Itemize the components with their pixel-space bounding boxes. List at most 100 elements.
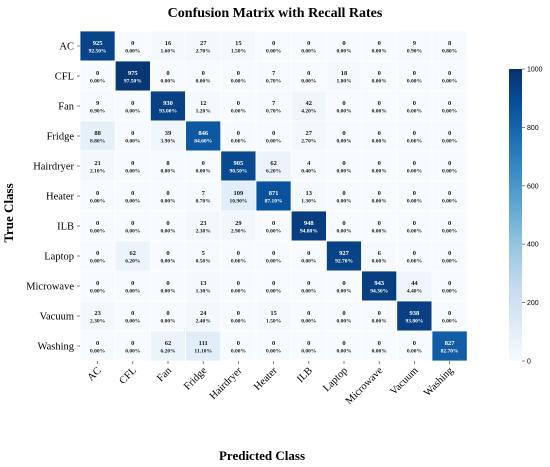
cell-percentage-label: 92.50% [89,49,107,55]
heatmap-cell [361,120,398,152]
cell-count-label: 0 [448,130,451,137]
heatmap-cell [290,270,327,302]
cell-percentage-label: 2.10% [90,169,105,175]
cell-count-label: 0 [448,100,451,107]
cell-percentage-label: 0.70% [266,79,281,85]
cell-count-label: 6 [378,250,382,257]
cell-percentage-label: 0.00% [301,319,316,325]
cell-count-label: 846 [198,130,209,137]
cell-percentage-label: 0.00% [266,349,281,355]
x-tick-label: Laptop [321,365,350,394]
cell-count-label: 0 [413,130,416,137]
heatmap-cell [361,270,398,302]
cell-percentage-label: 0.00% [407,139,422,145]
cell-percentage-label: 1.80% [336,79,351,85]
colorbar-tick-label: 200 [527,300,539,307]
colorbar-tick-label: 1000 [527,67,543,74]
cell-percentage-label: 0.40% [301,169,316,175]
x-tick-label: ILB [295,365,315,385]
cell-percentage-label: 1.30% [301,199,316,205]
heatmap-cell [149,330,186,362]
cell-count-label: 0 [131,160,134,167]
heatmap-cell [361,330,398,362]
heatmap-cell [114,330,151,362]
cell-count-label: 0 [166,70,169,77]
cell-count-label: 0 [166,310,169,317]
cell-percentage-label: 0.00% [442,289,457,295]
heatmap-cell [220,210,257,242]
heatmap-cell [431,210,468,242]
cell-count-label: 0 [307,340,310,347]
y-tick-label: ILB [57,222,74,233]
heatmap-cell [79,180,116,212]
cell-percentage-label: 0.00% [407,259,422,265]
cell-percentage-label: 93.00% [159,109,177,115]
cell-count-label: 23 [94,310,101,317]
y-tick-label: Heater [46,192,74,203]
cell-count-label: 0 [342,340,345,347]
cell-count-label: 0 [131,340,134,347]
cell-percentage-label: 10.90% [229,199,247,205]
cell-percentage-label: 0.00% [336,349,351,355]
heatmap-cell [149,120,186,152]
heatmap-cell [396,330,433,362]
heatmap-cell [220,60,257,92]
cell-count-label: 8 [166,160,170,167]
cell-percentage-label: 0.00% [231,259,246,265]
cell-count-label: 0 [413,160,416,167]
cell-percentage-label: 97.50% [124,79,142,85]
cell-percentage-label: 2.90% [231,229,246,235]
cell-percentage-label: 0.90% [90,109,105,115]
cell-count-label: 0 [131,310,134,317]
cell-count-label: 0 [342,100,345,107]
cell-count-label: 0 [413,100,416,107]
cell-percentage-label: 0.00% [90,199,105,205]
cell-count-label: 948 [304,220,315,227]
cell-percentage-label: 0.00% [160,199,175,205]
heatmap-cell [325,180,362,212]
cell-percentage-label: 0.00% [266,229,281,235]
colorbar-tick-label: 600 [527,183,539,190]
heatmap-cell [114,210,151,242]
x-tick-label: Fridge [182,365,209,392]
cell-count-label: 0 [342,310,345,317]
cell-percentage-label: 0.00% [160,319,175,325]
heatmap-cell [149,210,186,242]
cell-count-label: 0 [166,280,169,287]
heatmap-cell [185,120,222,152]
heatmap-cell [361,90,398,122]
cell-count-label: 4 [307,160,311,167]
cell-count-label: 7 [202,190,206,197]
cell-count-label: 0 [96,70,99,77]
cell-percentage-label: 1.30% [196,289,211,295]
cell-count-label: 0 [378,160,381,167]
cell-count-label: 111 [199,340,208,347]
cell-count-label: 0 [342,40,345,47]
cell-percentage-label: 87.10% [265,199,283,205]
cell-percentage-label: 0.00% [301,79,316,85]
x-tick-label: Hairdryer [208,365,245,402]
heatmap-cell [220,270,257,302]
cell-count-label: 927 [339,250,350,257]
cell-percentage-label: 8.80% [90,139,105,145]
cell-percentage-label: 0.00% [125,139,140,145]
heatmap-cell [325,120,362,152]
heatmap-cell [79,60,116,92]
cell-count-label: 7 [272,70,276,77]
cell-percentage-label: 0.00% [125,109,140,115]
cell-count-label: 27 [200,40,207,47]
cell-percentage-label: 6.20% [125,259,140,265]
heatmap-cell [114,270,151,302]
cell-count-label: 925 [93,40,104,47]
cell-percentage-label: 0.00% [160,289,175,295]
cell-percentage-label: 0.00% [196,169,211,175]
heatmap-cell [290,330,327,362]
cell-count-label: 13 [306,190,313,197]
cell-percentage-label: 0.00% [407,109,422,115]
cell-count-label: 0 [378,130,381,137]
cell-percentage-label: 0.00% [90,349,105,355]
cell-percentage-label: 11.10% [194,349,212,355]
cell-percentage-label: 0.00% [90,259,105,265]
cell-percentage-label: 0.80% [442,49,457,55]
heatmap-cell [431,150,468,182]
